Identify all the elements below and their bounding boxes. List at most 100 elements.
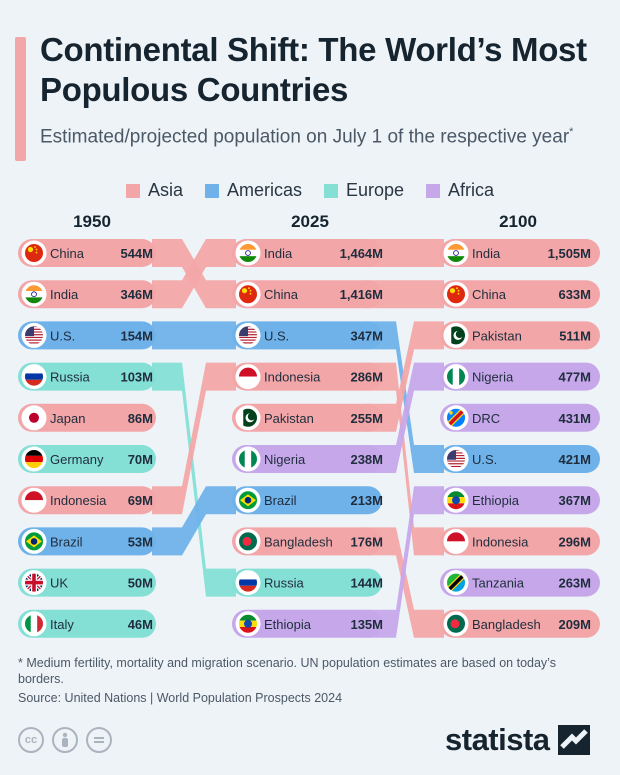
population-value: 421M — [558, 452, 591, 467]
row-pill — [232, 568, 382, 597]
link-u-s--1950-2025 — [152, 321, 236, 350]
population-value: 176M — [350, 534, 383, 549]
footnote: * Medium fertility, mortality and migrat… — [18, 656, 556, 686]
row-pill — [232, 362, 382, 391]
population-value: 431M — [558, 411, 591, 426]
brazil-flag-icon — [24, 531, 44, 551]
row-1950-italy: Italy 46M — [18, 609, 156, 638]
population-value: 1,464M — [340, 246, 383, 261]
statista-logo[interactable]: statista — [445, 722, 590, 758]
link-ethiopia-2025-2100 — [366, 486, 444, 638]
year-header-1950: 1950 — [73, 212, 111, 231]
row-1950-uk: UK 50M — [18, 568, 156, 597]
row-2100-bangladesh: Bangladesh 209M — [440, 609, 600, 638]
country-label: U.S. — [50, 328, 75, 343]
row-2100-pakistan: Pakistan 511M — [440, 321, 600, 350]
row-pill — [440, 445, 600, 473]
row-2025-indonesia: Indonesia 286M — [232, 362, 383, 391]
population-value: 103M — [120, 370, 153, 385]
logo-mark-icon — [557, 725, 590, 755]
row-1950-u-s-: U.S. 154M — [18, 321, 156, 350]
row-2100-u-s-: U.S. 421M — [440, 445, 600, 473]
row-2100-tanzania: Tanzania 263M — [440, 568, 600, 597]
country-label: Brazil — [50, 534, 83, 549]
row-2100-china: China 633M — [440, 280, 600, 309]
country-label: Ethiopia — [472, 493, 520, 508]
row-2100-ethiopia: Ethiopia 367M — [440, 486, 600, 515]
year-header-2100: 2100 — [499, 212, 537, 231]
population-value: 135M — [350, 617, 383, 632]
russia-flag-icon — [238, 573, 258, 593]
row-2025-russia: Russia 144M — [232, 568, 383, 597]
country-label: Russia — [264, 576, 305, 591]
row-pill — [440, 239, 600, 267]
russia-flag-icon — [24, 367, 44, 387]
country-label: UK — [50, 576, 68, 591]
legend-swatch — [125, 183, 140, 198]
row-pill — [440, 362, 600, 391]
population-value: 633M — [558, 287, 591, 302]
row-pill — [232, 321, 382, 350]
country-label: Pakistan — [472, 328, 522, 343]
row-pill — [232, 280, 382, 309]
china-flag-icon — [238, 284, 258, 304]
country-label: China — [50, 246, 85, 261]
row-2100-indonesia: Indonesia 296M — [440, 527, 600, 556]
subtitle-footnote-mark: * — [569, 126, 574, 138]
row-pill — [232, 609, 382, 638]
license-icons: cc — [18, 727, 112, 753]
subtitle-text: Estimated/projected population on July 1… — [40, 126, 570, 148]
indonesia-flag-icon — [446, 531, 466, 551]
tanzania-flag-icon — [446, 573, 466, 593]
italy-flag-icon — [24, 614, 44, 634]
country-label: U.S. — [472, 452, 497, 467]
cc-icon[interactable]: cc — [18, 727, 44, 753]
no-derivatives-icon[interactable] — [86, 727, 112, 753]
row-2100-nigeria: Nigeria 477M — [440, 362, 600, 391]
row-2025-brazil: Brazil 213M — [232, 486, 383, 515]
legend-item-africa: Africa — [426, 180, 494, 201]
japan-flag-icon — [24, 408, 44, 428]
population-value: 69M — [128, 493, 153, 508]
chart-links — [152, 239, 444, 638]
legend-label: Asia — [147, 180, 183, 200]
logo-text: statista — [445, 722, 550, 757]
row-1950-brazil: Brazil 53M — [18, 527, 156, 556]
row-pill — [232, 527, 382, 556]
population-value: 46M — [128, 617, 153, 632]
population-value: 296M — [558, 534, 591, 549]
attribution-icon[interactable] — [52, 727, 78, 753]
country-label: Bangladesh — [472, 617, 541, 632]
population-value: 367M — [558, 493, 591, 508]
india-flag-icon — [446, 243, 466, 263]
row-pill — [232, 239, 382, 267]
row-1950-india: India 346M — [18, 280, 156, 309]
link-india-1950-2025 — [152, 239, 236, 309]
country-label: Tanzania — [472, 576, 525, 591]
population-value: 477M — [558, 370, 591, 385]
nigeria-flag-icon — [238, 449, 258, 469]
country-label: India — [50, 287, 79, 302]
row-2025-pakistan: Pakistan 255M — [232, 403, 383, 432]
legend-swatch — [204, 183, 219, 198]
country-label: India — [264, 246, 293, 261]
year-header-2025: 2025 — [291, 212, 329, 231]
germany-flag-icon — [24, 449, 44, 469]
country-label: Ethiopia — [264, 617, 312, 632]
row-1950-indonesia: Indonesia 69M — [18, 486, 156, 515]
link-pakistan-2025-2100 — [366, 321, 444, 432]
indonesia-flag-icon — [24, 490, 44, 510]
pakistan-flag-icon — [446, 325, 466, 345]
row-pill — [232, 486, 382, 515]
row-pill — [440, 527, 600, 556]
row-pill — [18, 445, 156, 473]
population-value: 238M — [350, 452, 383, 467]
china-flag-icon — [24, 243, 44, 263]
country-label: India — [472, 246, 501, 261]
link-russia-1950-2025 — [152, 362, 236, 597]
population-value: 511M — [559, 328, 591, 343]
population-value: 209M — [558, 617, 591, 632]
country-label: Indonesia — [472, 534, 529, 549]
country-label: Pakistan — [264, 411, 314, 426]
